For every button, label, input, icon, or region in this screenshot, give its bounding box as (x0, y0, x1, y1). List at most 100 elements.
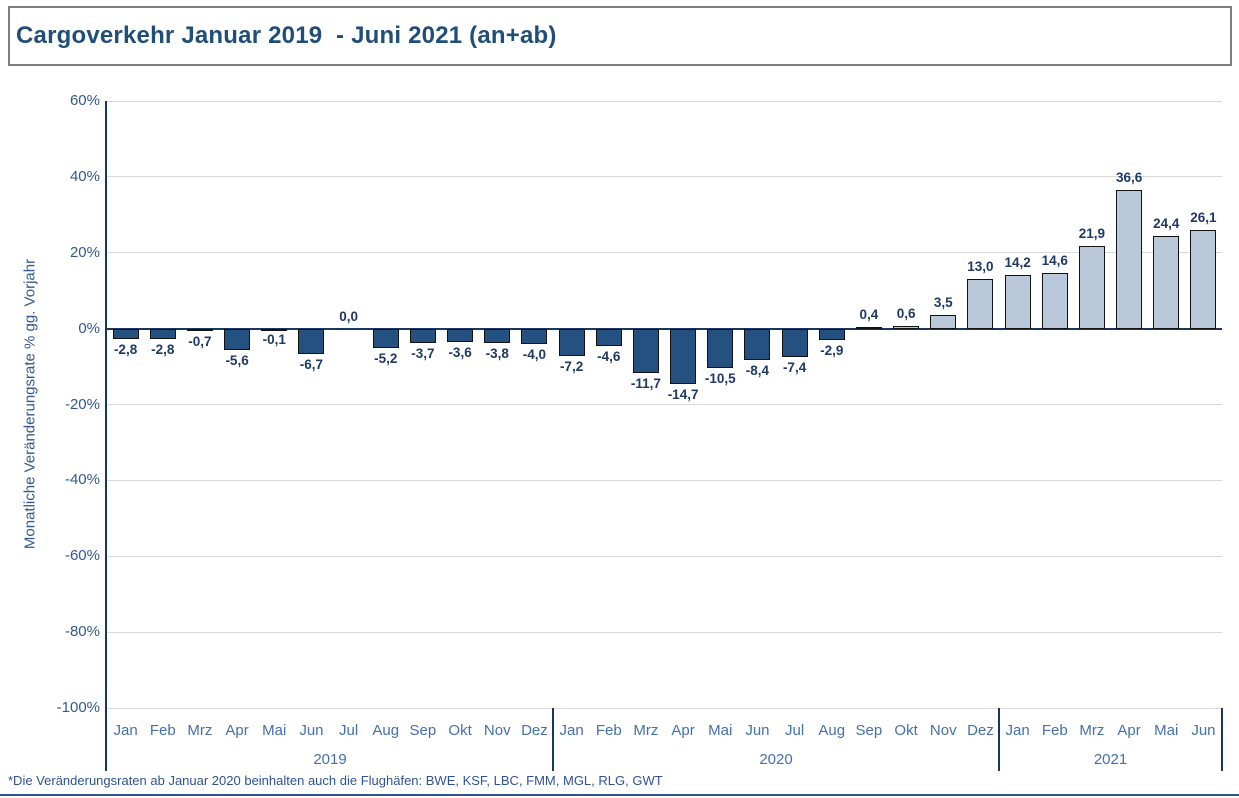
month-label: Jan (559, 722, 584, 739)
bar-value-label: 24,4 (1153, 216, 1180, 232)
bar-negative (781, 328, 808, 357)
bar-value-label: 14,2 (1004, 254, 1031, 270)
bar-value-label: -0,1 (262, 332, 286, 347)
gridline (107, 100, 1222, 102)
gridline (107, 252, 1222, 254)
month-label: Aug (818, 722, 846, 739)
zero-axis-line (107, 327, 1222, 330)
month-label: Mai (1154, 722, 1179, 739)
y-tick-label: 0% (78, 319, 100, 337)
bottom-border-line (0, 794, 1239, 796)
gridline (107, 555, 1222, 557)
bar-negative (818, 328, 845, 340)
bar-negative (595, 328, 622, 347)
bar-negative (409, 328, 436, 343)
bar-value-label: 3,5 (933, 295, 953, 311)
month-label: Feb (1041, 722, 1068, 739)
month-label: Apr (671, 722, 695, 739)
bar-negative (632, 328, 659, 373)
gridline (107, 404, 1222, 405)
month-label: Mrz (187, 722, 213, 739)
gridline (107, 176, 1222, 178)
y-axis-line (105, 101, 107, 771)
chart-title: Cargoverkehr Januar 2019 - Juni 2021 (an… (16, 22, 557, 49)
bar-value-label: -2,8 (151, 342, 175, 358)
bar-negative (112, 328, 139, 340)
month-label: Jul (784, 722, 805, 739)
bar-negative (447, 328, 474, 343)
bar-value-label: 0,4 (859, 307, 879, 323)
bar-positive (1190, 229, 1217, 329)
bar-negative (372, 328, 399, 349)
bar-value-label: -6,7 (299, 357, 324, 373)
month-label: Nov (483, 722, 511, 739)
month-label: Feb (595, 722, 622, 739)
month-label: Jan (1005, 722, 1030, 739)
chart-title-box: Cargoverkehr Januar 2019 - Juni 2021 (an… (8, 6, 1232, 66)
bar-value-label: 0,6 (896, 306, 916, 322)
bar-positive (930, 315, 957, 329)
bar-value-label: -4,6 (597, 349, 621, 365)
bar-value-label: -2,9 (820, 342, 844, 358)
bar-value-label: 26,1 (1190, 209, 1217, 225)
month-label: Mrz (1079, 722, 1105, 739)
bar-positive (1153, 236, 1180, 329)
bar-positive (893, 326, 920, 329)
bar-positive (1041, 273, 1068, 329)
bar-negative (670, 328, 697, 385)
bar-negative (707, 328, 734, 369)
bar-value-label: -8,4 (745, 363, 770, 379)
month-label: Mai (708, 722, 733, 739)
y-tick-label: 40% (69, 167, 100, 185)
month-label: Sep (855, 722, 883, 739)
bar-value-label: -7,2 (559, 358, 584, 374)
bar-value-label: -11,7 (630, 376, 661, 391)
bar-value-label: -4,0 (522, 346, 547, 362)
y-tick-label: 20% (69, 243, 100, 261)
bar-positive (1116, 189, 1143, 329)
bar-value-label: -3,7 (411, 345, 435, 361)
bar-negative (224, 328, 251, 350)
month-label: Dez (967, 722, 994, 739)
bar-negative (521, 328, 548, 344)
bar-value-label: -5,2 (374, 351, 398, 367)
year-separator-line (1221, 708, 1223, 771)
month-label: Okt (894, 722, 918, 739)
bar-positive (1078, 245, 1105, 329)
month-label: Jul (338, 722, 359, 739)
month-label: Dez (521, 722, 548, 739)
bar-negative (149, 328, 176, 340)
month-label: Jun (745, 722, 770, 739)
bar-positive (967, 279, 994, 329)
month-label: Okt (448, 722, 472, 739)
bar-negative (186, 328, 213, 332)
month-label: Feb (149, 722, 176, 739)
bar-negative (484, 328, 511, 344)
month-label: Aug (372, 722, 400, 739)
bar-negative (261, 328, 288, 331)
bar-value-label: -10,5 (704, 371, 736, 387)
bar-value-label: -5,6 (225, 352, 249, 368)
bar-value-label: -0,7 (188, 334, 212, 350)
bar-positive (855, 327, 882, 330)
bar-value-label: -3,8 (485, 346, 509, 362)
year-label: 2020 (759, 751, 793, 768)
year-label: 2019 (313, 751, 347, 768)
bar-value-label: 36,6 (1115, 169, 1143, 185)
month-label: Jun (299, 722, 324, 739)
bar-value-label: 0,0 (339, 308, 358, 324)
gridline (107, 479, 1222, 481)
month-label: Sep (409, 722, 437, 739)
y-tick-label: -60% (64, 547, 100, 565)
bar-value-label: -7,4 (782, 359, 807, 375)
month-label: Jan (113, 722, 138, 739)
bar-negative (558, 328, 585, 356)
gridline (107, 707, 1222, 709)
bar-value-label: -3,6 (448, 345, 472, 361)
bar-value-label: -2,8 (113, 342, 138, 358)
y-tick-label: -80% (64, 623, 100, 641)
month-label: Apr (1117, 722, 1141, 739)
month-label: Nov (929, 722, 957, 739)
